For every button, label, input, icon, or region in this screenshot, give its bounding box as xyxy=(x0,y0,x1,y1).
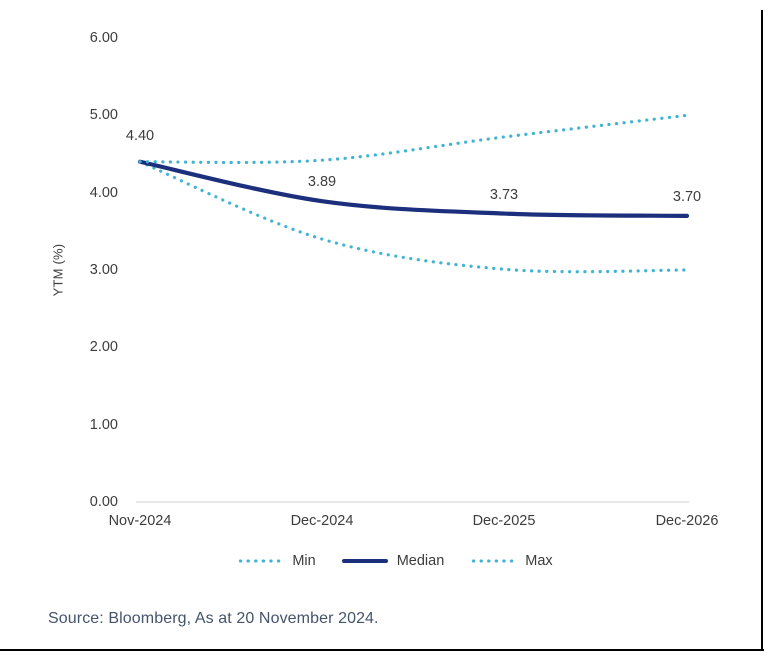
y-tick-label: 6.00 xyxy=(89,30,118,47)
series-line-median xyxy=(137,159,690,218)
legend: Min Median Max xyxy=(100,550,690,572)
x-tick-label: Dec-2025 xyxy=(472,513,536,529)
frame-border-bottom xyxy=(0,649,764,651)
source-note: Source: Bloomberg, As at 20 November 202… xyxy=(48,610,379,627)
legend-swatch-max xyxy=(470,559,517,563)
x-tick-label: Dec-2024 xyxy=(290,513,354,529)
legend-label: Max xyxy=(525,553,553,569)
legend-label: Min xyxy=(292,553,316,569)
data-label: 3.70 xyxy=(672,188,702,205)
data-label: 3.89 xyxy=(307,174,337,191)
x-tick-label: Nov-2024 xyxy=(108,513,172,529)
y-tick-label: 4.00 xyxy=(89,184,118,201)
x-tick-label: Dec-2026 xyxy=(655,513,719,529)
series-line-min xyxy=(138,160,689,274)
y-tick-label: 3.00 xyxy=(89,262,118,278)
y-tick-label: 5.00 xyxy=(89,107,118,124)
series-line-max xyxy=(138,113,689,165)
y-tick-label: 1.00 xyxy=(89,416,118,433)
frame-border-right xyxy=(761,10,763,651)
y-tick-label: 2.00 xyxy=(89,339,118,356)
legend-label: Median xyxy=(396,553,445,569)
legend-item-median: Median xyxy=(341,553,445,569)
legend-swatch-median xyxy=(341,559,388,563)
legend-swatch-min xyxy=(237,559,284,563)
data-label: 3.73 xyxy=(489,186,519,203)
y-tick-label: 0.00 xyxy=(89,494,118,510)
data-label: 4.40 xyxy=(125,127,155,144)
legend-item-min: Min xyxy=(237,553,316,569)
legend-item-max: Max xyxy=(470,553,553,569)
